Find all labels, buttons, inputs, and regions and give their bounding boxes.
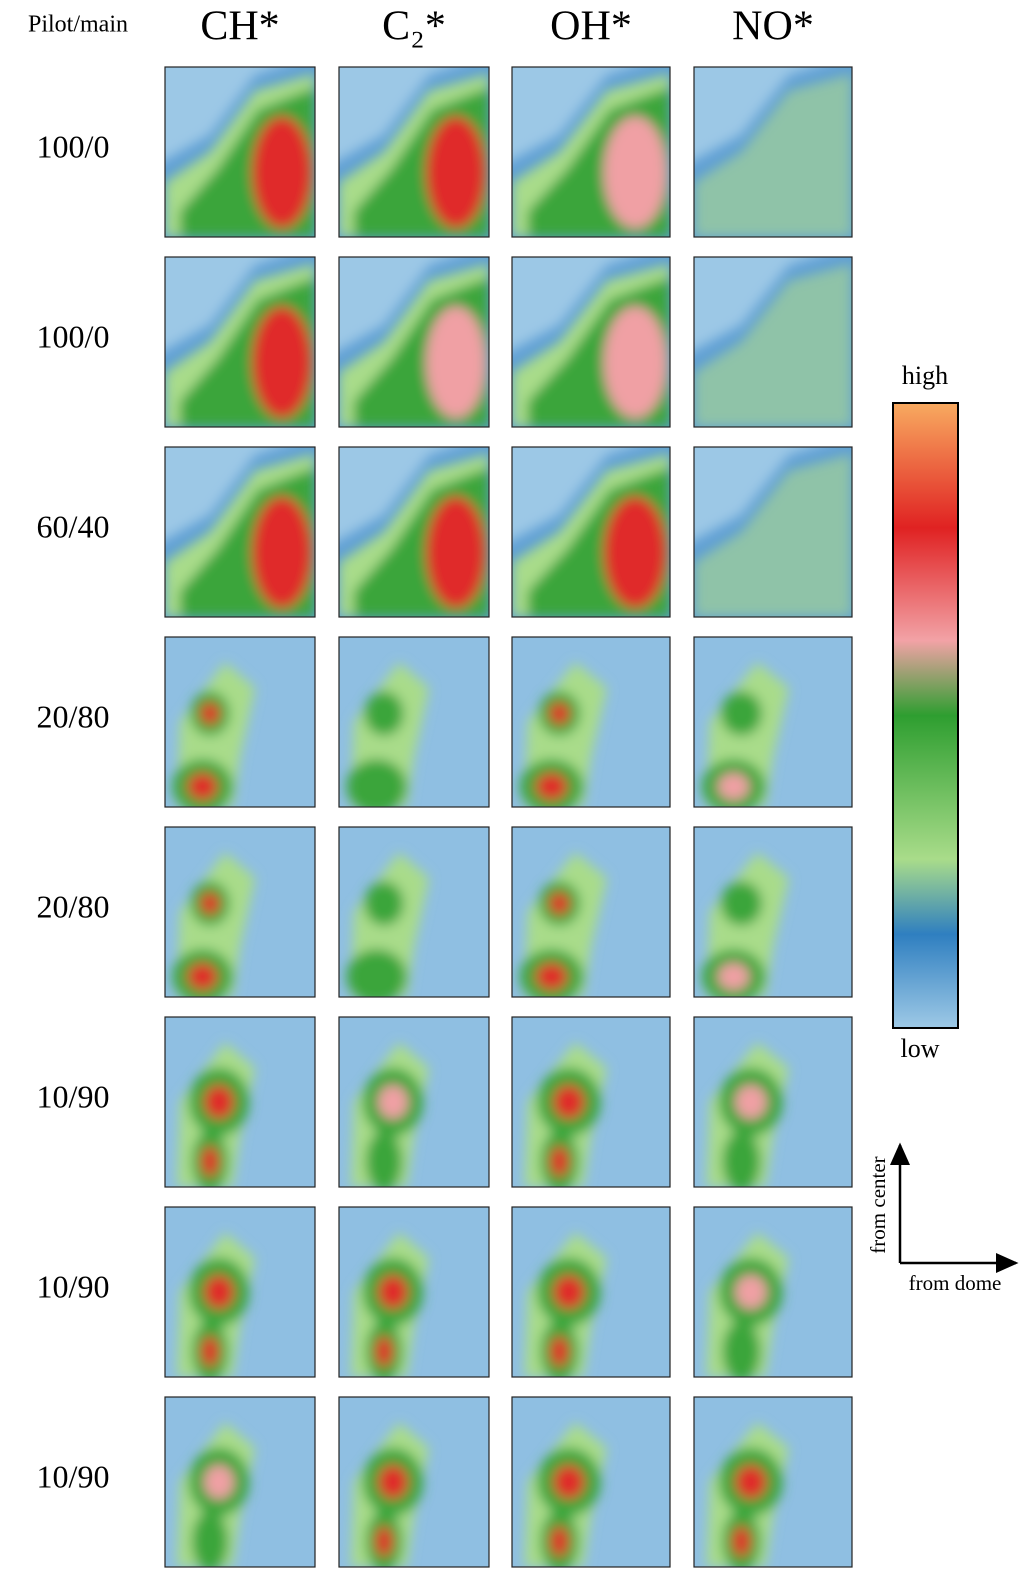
row-label: 20/80 [37,888,110,924]
panel-frame [693,636,853,808]
row-header: Pilot/main [28,12,128,38]
heatmap-panel [694,1397,852,1567]
panel-frame [511,826,671,998]
panel-frame [693,66,853,238]
panel-frame [164,66,316,238]
heatmap-panel [339,1017,489,1187]
heatmap-panel [165,1397,315,1567]
panel-frame [164,1206,316,1378]
panel-frame [338,636,490,808]
heatmap-panel [339,257,489,427]
panel-frame [338,826,490,998]
panel-frame [511,1396,671,1568]
panel-frame [164,636,316,808]
heatmap-panel [165,67,315,237]
heatmap-panel [512,1397,670,1567]
heatmap-panel [165,637,315,807]
colorbar [892,402,959,1029]
column-header: CH* [200,4,279,50]
colorbar-high: high [902,361,948,390]
panel-frame [338,1206,490,1378]
heatmap-panel [694,67,852,237]
panel-frame [338,446,490,618]
colorbar-low: low [901,1034,940,1063]
row-label: 100/0 [37,128,110,164]
heatmap-panel [512,447,670,617]
heatmap-panel [339,67,489,237]
panel-frame [511,256,671,428]
heatmap-panel [165,827,315,997]
heatmap-panel [694,637,852,807]
column-header: C₂* [382,4,446,50]
panel-frame [164,1016,316,1188]
heatmap-panel [339,637,489,807]
panel-frame [338,1396,490,1568]
heatmap-panel [512,67,670,237]
panel-frame [164,1396,316,1568]
panel-frame [693,256,853,428]
row-label: 20/80 [37,698,110,734]
column-header: OH* [550,4,632,50]
heatmap-panel [512,1207,670,1377]
panel-frame [164,446,316,618]
heatmap-panel [694,447,852,617]
heatmap-panel [165,257,315,427]
axis-label-horizontal: from dome [909,1271,1002,1295]
panel-frame [164,826,316,998]
heatmap-panel [165,1207,315,1377]
axis-label-vertical: from center [866,1156,890,1253]
panel-frame [164,256,316,428]
row-label: 10/90 [37,1268,110,1304]
panel-frame [511,1206,671,1378]
heatmap-panel [512,637,670,807]
row-label: 10/90 [37,1458,110,1494]
panel-frame [693,826,853,998]
heatmap-panel [165,447,315,617]
heatmap-panel [512,827,670,997]
panel-frame [693,446,853,618]
row-label: 10/90 [37,1078,110,1114]
panel-frame [338,256,490,428]
panel-frame [511,446,671,618]
heatmap-panel [339,1397,489,1567]
heatmap-panel [694,827,852,997]
heatmap-panel [694,1017,852,1187]
row-label: 100/0 [37,318,110,354]
heatmap-panel [339,827,489,997]
panel-frame [693,1016,853,1188]
heatmap-panel [339,447,489,617]
panel-frame [338,1016,490,1188]
panel-frame [511,636,671,808]
heatmap-panel [512,257,670,427]
column-header: NO* [732,4,814,50]
panel-frame [511,66,671,238]
panel-frame [693,1206,853,1378]
row-label: 60/40 [37,508,110,544]
panel-frame [693,1396,853,1568]
heatmap-panel [512,1017,670,1187]
panel-frame [511,1016,671,1188]
heatmap-panel [694,257,852,427]
heatmap-panel [694,1207,852,1377]
heatmap-panel [339,1207,489,1377]
panel-frame [338,66,490,238]
heatmap-panel [165,1017,315,1187]
